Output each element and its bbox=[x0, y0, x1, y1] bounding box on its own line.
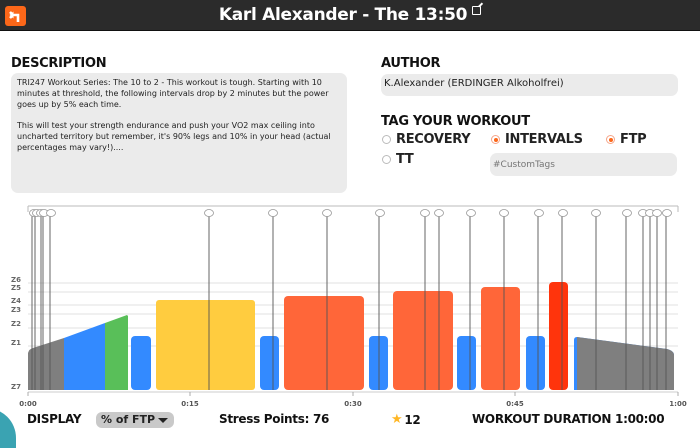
display-select-value: % of FTP bbox=[101, 413, 156, 426]
workout-chart[interactable]: Z6 Z5 Z4 Z3 Z2 Z1 Z7 bbox=[0, 200, 700, 415]
svg-text:Z6: Z6 bbox=[11, 276, 21, 284]
top-bar: Karl Alexander - The 13:50 bbox=[0, 0, 700, 31]
svg-text:0:45: 0:45 bbox=[506, 400, 524, 408]
message-bubble-icons[interactable] bbox=[29, 209, 672, 217]
zone-labels: Z6 Z5 Z4 Z3 Z2 Z1 Z7 bbox=[11, 276, 21, 391]
tag-label: INTERVALS bbox=[505, 132, 583, 147]
star-rating: ★ 12 bbox=[391, 412, 421, 427]
svg-text:0:00: 0:00 bbox=[19, 400, 37, 408]
custom-tags-input[interactable] bbox=[490, 153, 677, 176]
stress-points: Stress Points: 76 bbox=[219, 412, 330, 426]
svg-text:Z4: Z4 bbox=[11, 297, 21, 305]
author-field[interactable]: K.Alexander (ERDINGER Alkoholfrei) bbox=[381, 74, 678, 96]
description-textarea[interactable]: TRI247 Workout Series: The 10 to 2 - Thi… bbox=[11, 73, 347, 193]
back-button[interactable] bbox=[5, 6, 26, 26]
display-label: DISPLAY bbox=[27, 412, 82, 426]
tag-label: TT bbox=[396, 152, 414, 167]
svg-text:0:15: 0:15 bbox=[181, 400, 199, 408]
radio-icon bbox=[382, 135, 391, 144]
tag-heading: TAG YOUR WORKOUT bbox=[381, 114, 530, 129]
tag-label: FTP bbox=[620, 132, 647, 147]
workout-title: Karl Alexander - The 13:50 bbox=[0, 5, 700, 25]
x-axis-labels: 0:00 0:15 0:30 0:45 1:00 bbox=[19, 400, 687, 408]
tag-ftp[interactable]: FTP bbox=[606, 132, 647, 147]
svg-text:Z2: Z2 bbox=[11, 320, 21, 328]
star-count: 12 bbox=[404, 412, 421, 427]
workout-duration: WORKOUT DURATION 1:00:00 bbox=[472, 412, 665, 426]
svg-text:0:30: 0:30 bbox=[344, 400, 362, 408]
tag-intervals[interactable]: INTERVALS bbox=[491, 132, 583, 147]
back-arrow-icon bbox=[9, 11, 20, 22]
chevron-down-icon bbox=[158, 418, 168, 423]
svg-text:1:00: 1:00 bbox=[669, 400, 687, 408]
tag-tt[interactable]: TT bbox=[382, 152, 414, 167]
tag-recovery[interactable]: RECOVERY bbox=[382, 132, 471, 147]
description-paragraph-1: TRI247 Workout Series: The 10 to 2 - Thi… bbox=[17, 78, 329, 109]
svg-text:Z1: Z1 bbox=[11, 339, 21, 347]
display-select[interactable]: % of FTP bbox=[96, 412, 174, 428]
author-heading: AUTHOR bbox=[381, 56, 441, 71]
description-heading: DESCRIPTION bbox=[11, 56, 107, 71]
svg-text:Z7: Z7 bbox=[11, 383, 21, 391]
svg-text:Z5: Z5 bbox=[11, 284, 21, 292]
radio-icon bbox=[382, 155, 391, 164]
tag-label: RECOVERY bbox=[396, 132, 471, 147]
text-event-markers bbox=[31, 214, 667, 390]
workout-title-text: Karl Alexander - The 13:50 bbox=[218, 5, 468, 25]
workout-blocks bbox=[28, 282, 674, 390]
edit-icon[interactable] bbox=[472, 6, 482, 15]
description-paragraph-2: This will test your strength endurance a… bbox=[17, 121, 331, 152]
star-icon: ★ bbox=[391, 412, 403, 427]
radio-selected-icon bbox=[606, 135, 615, 144]
svg-text:Z3: Z3 bbox=[11, 306, 21, 314]
radio-selected-icon bbox=[491, 135, 500, 144]
